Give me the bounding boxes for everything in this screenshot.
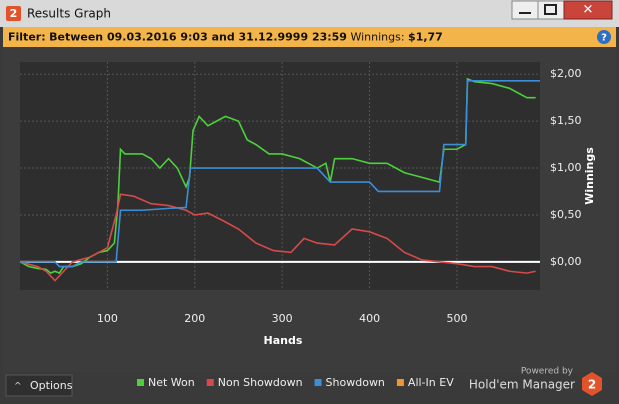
plot-area [20, 62, 540, 290]
x-tick-label: 300 [272, 312, 293, 325]
y-axis-label: Winnings [583, 147, 596, 205]
powered-by: Powered by [521, 367, 574, 377]
maximize-button[interactable] [537, 0, 565, 20]
options-button[interactable] [5, 374, 73, 397]
legend-swatch [206, 379, 214, 386]
close-button[interactable] [563, 0, 613, 20]
options-label: Options [30, 379, 73, 392]
y-tick-label: $0,50 [550, 208, 582, 221]
y-tick-label: $1,00 [550, 161, 582, 174]
y-tick-label: $1,50 [550, 114, 582, 127]
filter-text: Filter: Between 09.03.2016 9:03 and 31.1… [8, 31, 443, 44]
y-tick-label: $0,00 [550, 255, 582, 268]
help-button[interactable] [597, 30, 611, 44]
legend-swatch [314, 379, 322, 386]
series-line [19, 193, 536, 282]
brand: Hold'em Manager [469, 378, 575, 392]
legend-label: All-In EV [408, 376, 454, 389]
filter-range: Between 09.03.2016 9:03 and 31.12.9999 2… [49, 31, 347, 44]
legend-label: Showdown [326, 376, 385, 389]
close-icon: ✕ [583, 3, 594, 18]
footer [3, 372, 616, 402]
maximize-icon [544, 4, 557, 15]
x-tick-label: 100 [97, 312, 118, 325]
legend: Net Won Non Showdown Showdown All-In EV [137, 376, 454, 389]
brand-logo-text: 2 [588, 378, 596, 392]
window-title: Results Graph [27, 7, 111, 21]
legend-label: Non Showdown [218, 376, 303, 389]
series-line [19, 77, 536, 275]
legend-swatch [396, 379, 404, 386]
chart: $0,00 $0,50 $1,00 $1,50 $2,00 100 200 300 400 500… [19, 62, 596, 347]
app-icon [6, 6, 21, 21]
options-arrow: ^ [14, 382, 22, 392]
legend-swatch [137, 379, 144, 386]
filter-bar [3, 27, 616, 47]
filter-winnings-label: Winnings: [350, 31, 404, 44]
y-tick-label: $2,00 [550, 67, 582, 80]
x-tick-label: 400 [359, 312, 380, 325]
filter-label: Filter: [8, 31, 46, 44]
help-icon: ? [601, 33, 607, 44]
x-tick-label: 200 [184, 312, 205, 325]
brand-logo [582, 372, 602, 396]
series-line [20, 79, 540, 268]
app-icon-text: 2 [10, 7, 18, 20]
x-tick-label: 500 [446, 312, 467, 325]
legend-label: Net Won [148, 376, 195, 389]
minimize-button[interactable] [511, 0, 539, 20]
x-axis-label: Hands [264, 334, 303, 347]
filter-winnings: $1,77 [408, 31, 443, 44]
